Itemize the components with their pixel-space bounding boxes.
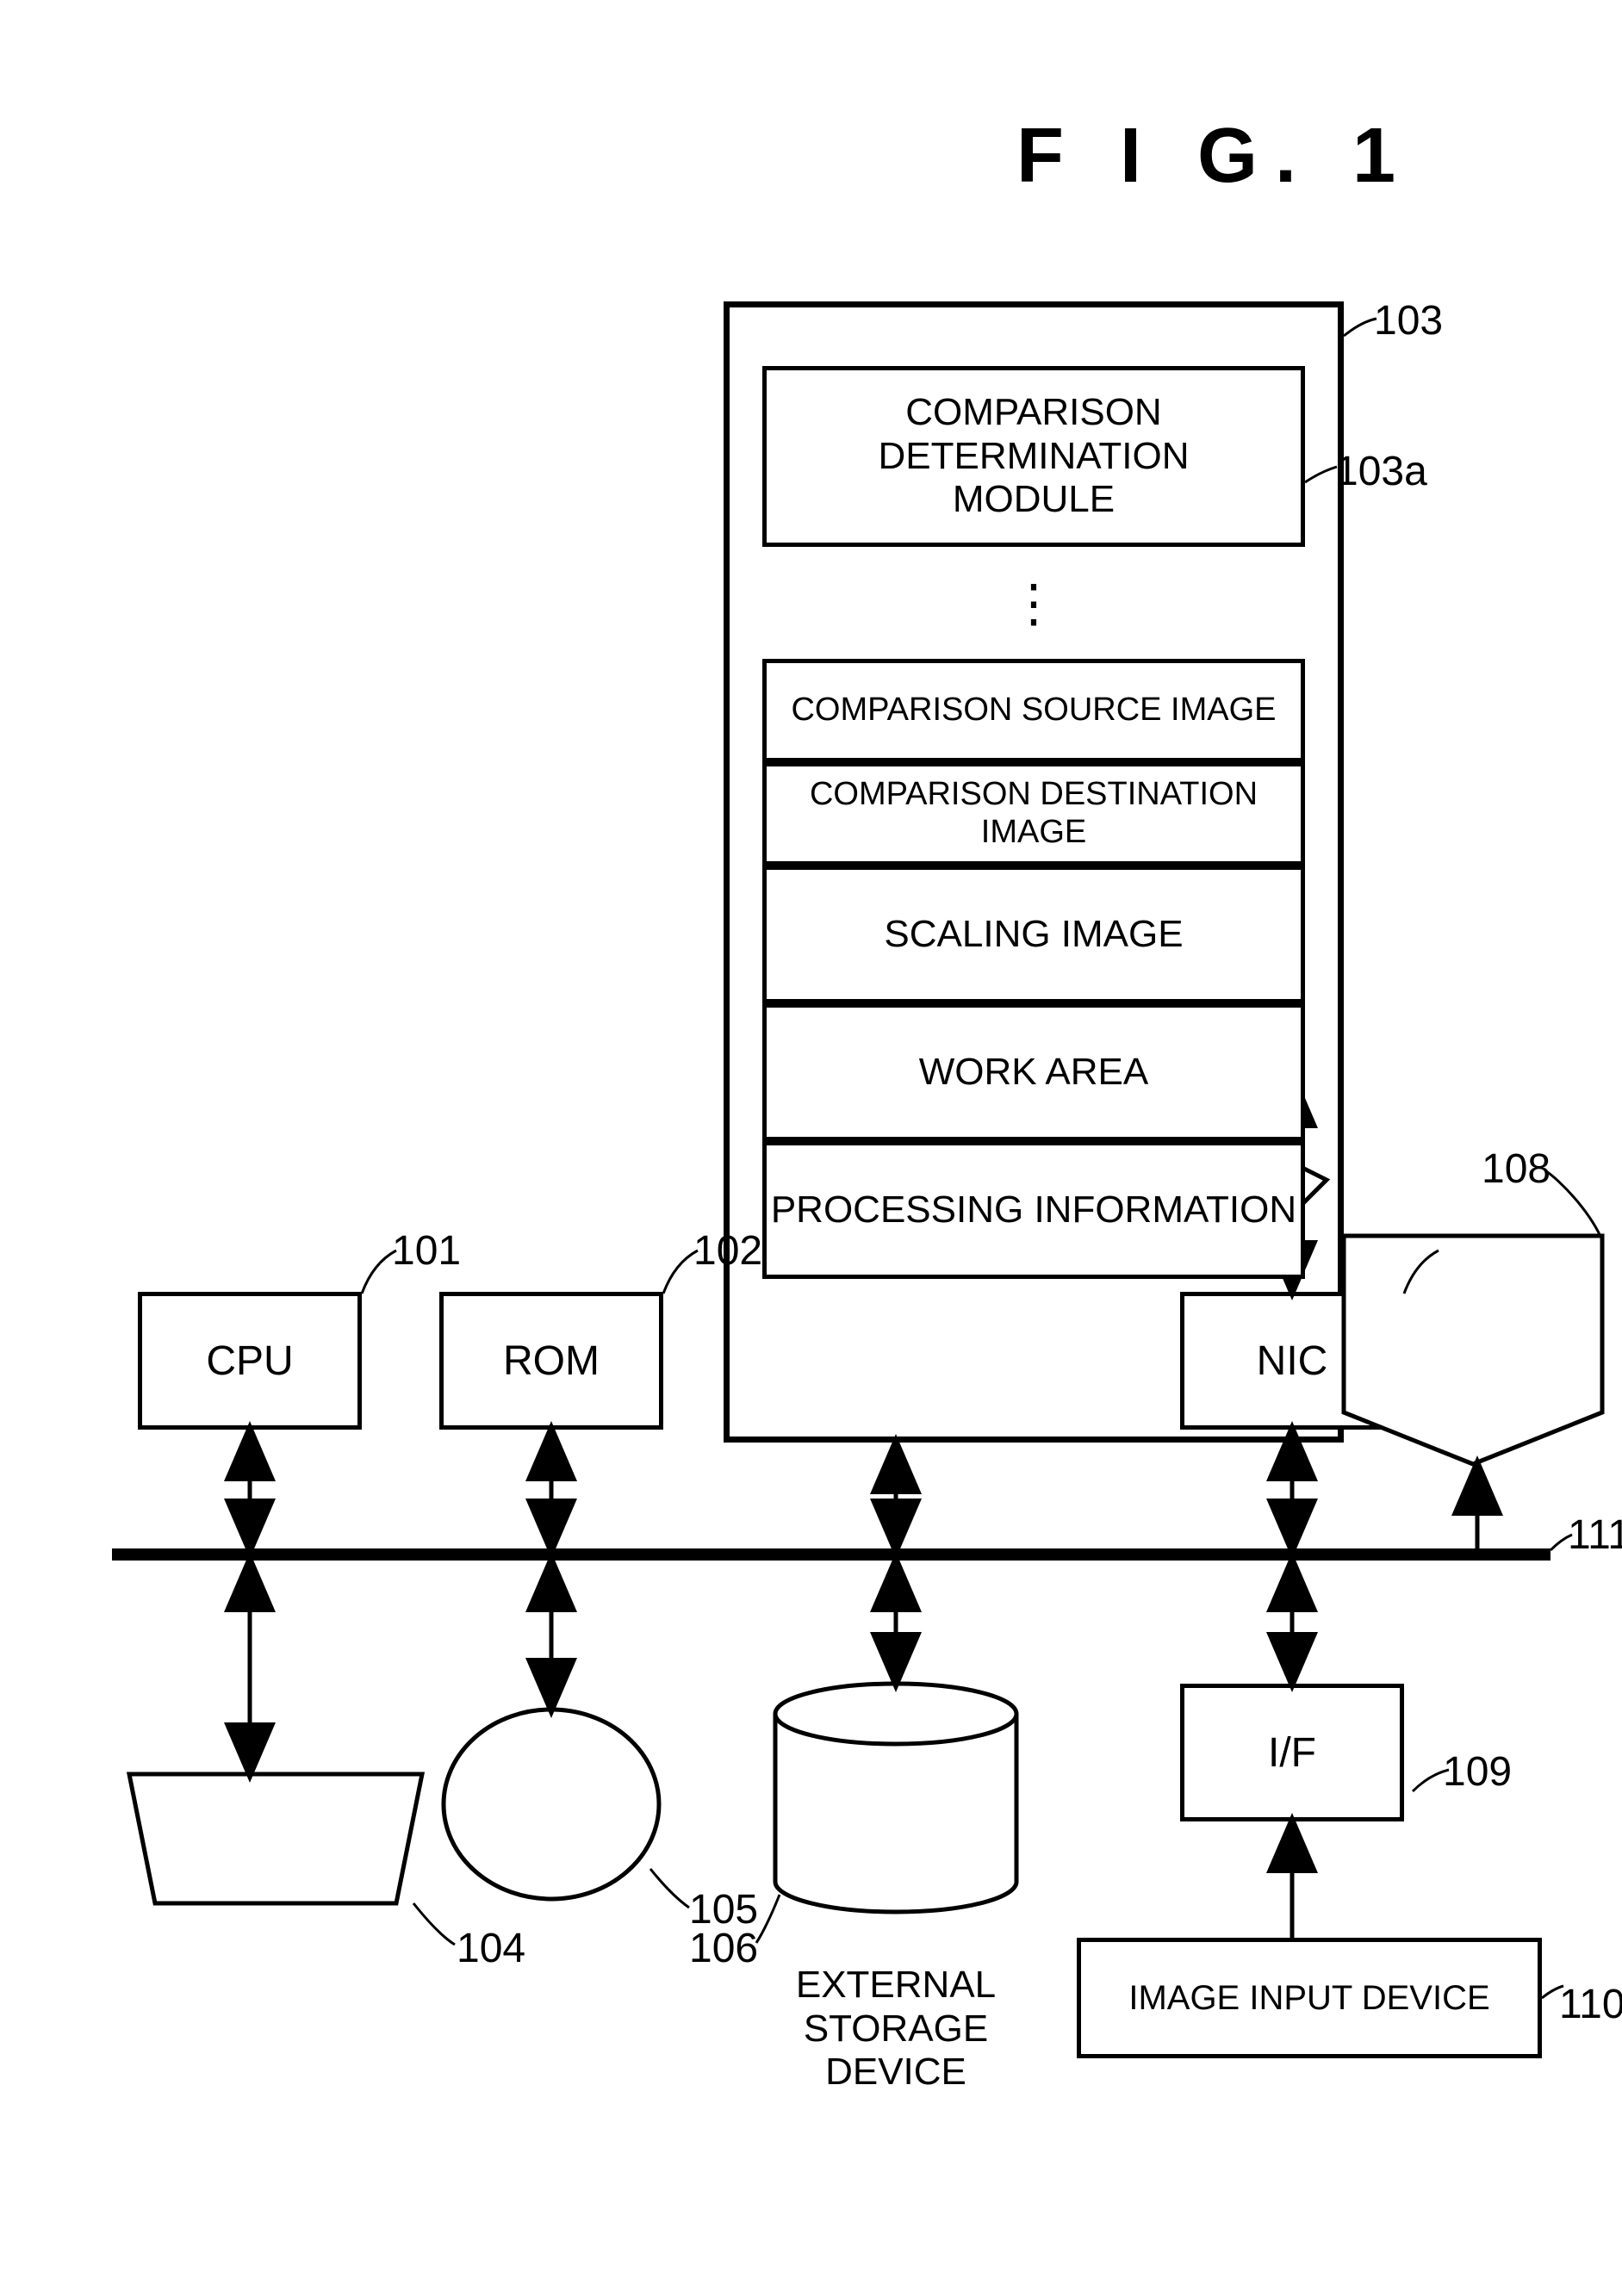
memory-row-src: COMPARISON SOURCE IMAGE — [762, 659, 1305, 762]
memory-row-dots: ⋮ — [762, 547, 1305, 659]
ref-110: 110 — [1559, 1981, 1622, 2028]
figure-title: F I G. 1 — [1016, 112, 1413, 201]
image-input-device-block: IMAGE INPUT DEVICE — [1077, 1938, 1542, 2058]
ref-106: 106 — [689, 1925, 758, 1972]
ref-101: 101 — [392, 1227, 461, 1275]
ref-109: 109 — [1443, 1748, 1512, 1796]
memory-row-proc: PROCESSING INFORMATION — [762, 1141, 1305, 1279]
rom-block: ROM — [439, 1292, 663, 1430]
memory-row-scale: SCALING IMAGE — [762, 866, 1305, 1003]
memory-row-cdm: COMPARISON DETERMINATION MODULE — [762, 366, 1305, 547]
mouse-label: MOUSE — [478, 1783, 630, 1830]
system-bus — [112, 1548, 1551, 1561]
ref-108: 108 — [1482, 1145, 1551, 1193]
external-storage-shape — [775, 1684, 1016, 1912]
cpu-block: CPU — [138, 1292, 362, 1430]
if-block: I/F — [1180, 1684, 1404, 1821]
ref-107: 107 — [1434, 1227, 1503, 1275]
ref-103: 103 — [1374, 297, 1443, 344]
diagram-canvas: F I G. 1 CPU ROM NIC I/F IMAGE INPUT DEV… — [0, 0, 1622, 2296]
ref-103a: 103a — [1335, 448, 1427, 495]
keyboard-label: KEYBOARD — [168, 1817, 398, 1865]
ref-102: 102 — [693, 1227, 762, 1275]
display-label: DISPLAY DEVICE — [1395, 1279, 1567, 1370]
ref-111: 111 — [1568, 1511, 1622, 1559]
memory-row-work: WORK AREA — [762, 1003, 1305, 1141]
memory-row-dst: COMPARISON DESTINATION IMAGE — [762, 762, 1305, 866]
ref-104: 104 — [457, 1925, 525, 1972]
nic-block: NIC — [1180, 1292, 1404, 1430]
external-storage-label: EXTERNAL STORAGE DEVICE — [792, 1964, 999, 2094]
